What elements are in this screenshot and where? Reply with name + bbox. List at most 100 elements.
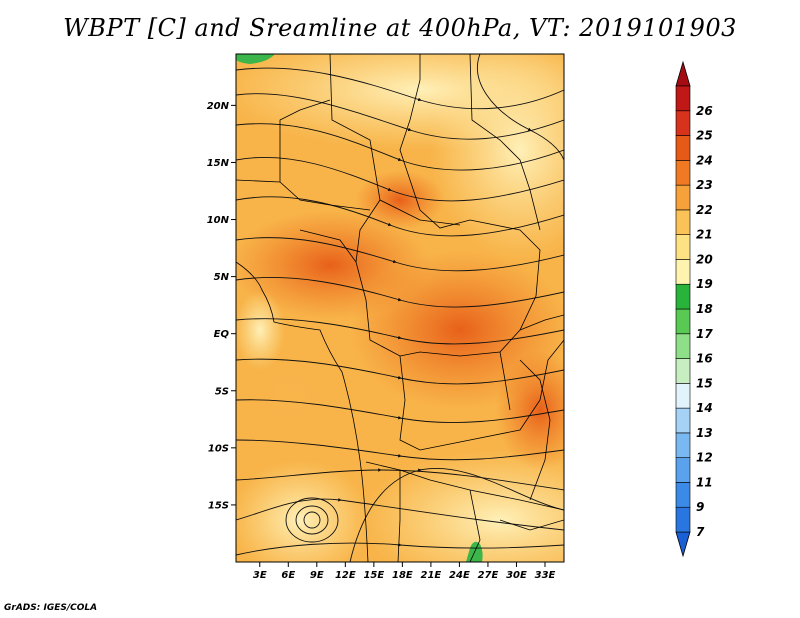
colorbar-label: 25 xyxy=(696,129,713,143)
streamline xyxy=(349,468,564,562)
field-cool-northeast xyxy=(430,54,564,260)
wbpt-field xyxy=(236,54,564,562)
streamline xyxy=(236,399,564,424)
colorbar-segment xyxy=(675,259,691,285)
border xyxy=(519,359,551,501)
streamline xyxy=(236,93,564,140)
field-green-northwest xyxy=(236,54,275,64)
border xyxy=(379,199,461,226)
colorbar-segment xyxy=(675,358,691,384)
lon-tick-label: 3E xyxy=(253,570,267,581)
streamline xyxy=(236,277,564,308)
lat-tick-label: 10N xyxy=(207,215,230,226)
colorbar-segment xyxy=(675,482,691,508)
lon-tick-label: 15E xyxy=(363,570,384,581)
lon-tick-label: 18E xyxy=(392,570,413,581)
field-cool-gulf xyxy=(236,290,285,370)
border xyxy=(499,351,511,411)
colorbar-segment xyxy=(675,209,691,235)
colorbar-label: 13 xyxy=(696,426,713,440)
streamline xyxy=(236,123,564,171)
lat-tick-label: 5S xyxy=(215,386,229,397)
lat-tick-label: 15S xyxy=(208,500,229,511)
colorbar-segment xyxy=(675,85,691,112)
vortex-ring xyxy=(295,505,329,535)
colorbar-label: 23 xyxy=(696,178,713,192)
map-frame xyxy=(235,53,565,563)
colorbar-segment xyxy=(675,135,691,161)
grads-credit: GrADS: IGES/COLA xyxy=(4,603,98,613)
colorbar-label: 18 xyxy=(696,302,713,316)
colorbar-label: 21 xyxy=(696,228,713,242)
colorbar-label: 7 xyxy=(696,525,705,539)
lon-tick-label: 9E xyxy=(310,570,324,581)
colorbar-label: 12 xyxy=(696,451,713,465)
colorbar-label: 14 xyxy=(696,401,713,415)
colorbar-segment xyxy=(675,283,691,310)
border xyxy=(279,99,331,182)
lon-tick-label: 12E xyxy=(335,570,356,581)
border xyxy=(469,54,541,231)
field-cool-south xyxy=(360,450,564,562)
lat-tick-label: 5N xyxy=(214,272,230,283)
streamline xyxy=(236,318,564,345)
longitude-axis: 3E 6E 9E 12E 15E 18E 21E 24E 27E 30E 33E xyxy=(253,562,556,581)
colorbar-segment xyxy=(675,457,691,483)
chart-title: WBPT [C] and Sreamline at 400hPa, VT: 20… xyxy=(63,14,737,42)
lon-tick-label: 24E xyxy=(449,570,470,581)
coastline-west xyxy=(236,261,369,562)
colorbar-label: 22 xyxy=(696,203,713,217)
streamline xyxy=(236,358,564,385)
colorbar-segment xyxy=(675,110,691,136)
border xyxy=(469,489,481,562)
lat-tick-label: 15N xyxy=(207,158,230,169)
colorbar-segment xyxy=(675,234,691,260)
colorbar-label: 20 xyxy=(696,252,713,266)
colorbar-segment xyxy=(675,333,691,359)
lat-tick-label: EQ xyxy=(214,329,230,340)
colorbar-segment xyxy=(675,407,691,434)
field-cool-southwest xyxy=(236,460,370,562)
border xyxy=(397,470,401,562)
streamline xyxy=(236,497,564,531)
latitude-axis: 20N 15N 10N 5N EQ 5S 10S 15S xyxy=(207,101,236,511)
colorbar-segment xyxy=(675,506,691,533)
streamline xyxy=(236,67,564,110)
colorbar-label: 16 xyxy=(696,352,713,366)
border xyxy=(365,461,564,511)
border xyxy=(329,54,541,357)
colorbar-label: 26 xyxy=(696,104,713,118)
vortex-ring xyxy=(303,511,321,529)
streamline xyxy=(236,156,564,202)
border xyxy=(299,229,357,263)
colorbar-label: 17 xyxy=(696,327,713,341)
field-mid-west xyxy=(250,365,330,425)
colorbar-label: 11 xyxy=(696,475,713,489)
lat-tick-label: 20N xyxy=(207,101,230,112)
lon-tick-label: 27E xyxy=(478,570,499,581)
border xyxy=(499,519,564,531)
lat-tick-label: 10S xyxy=(208,443,229,454)
streamline xyxy=(236,542,564,556)
streamline xyxy=(236,196,564,237)
colorbar-label: 9 xyxy=(696,500,704,514)
border xyxy=(236,179,371,211)
colorbar-label: 24 xyxy=(696,153,713,167)
colorbar-label: 15 xyxy=(696,376,713,390)
borders xyxy=(236,54,564,562)
colorbar: 7 9 11 12 13 14 15 16 17 18 19 20 21 22 23 24 25 26 xyxy=(675,60,713,558)
colorbar-segment xyxy=(675,160,691,186)
colorbar-segment xyxy=(675,432,691,458)
streamline xyxy=(236,468,564,491)
streamlines xyxy=(236,54,564,562)
colorbar-max-triangle xyxy=(675,60,691,87)
lon-tick-label: 33E xyxy=(535,570,556,581)
vortex-ring xyxy=(285,497,339,543)
streamline xyxy=(236,439,564,461)
streamline xyxy=(477,54,564,161)
colorbar-segment xyxy=(675,383,691,409)
lon-tick-label: 30E xyxy=(506,570,527,581)
colorbar-label: 19 xyxy=(696,277,713,291)
colorbar-segment xyxy=(675,308,691,335)
